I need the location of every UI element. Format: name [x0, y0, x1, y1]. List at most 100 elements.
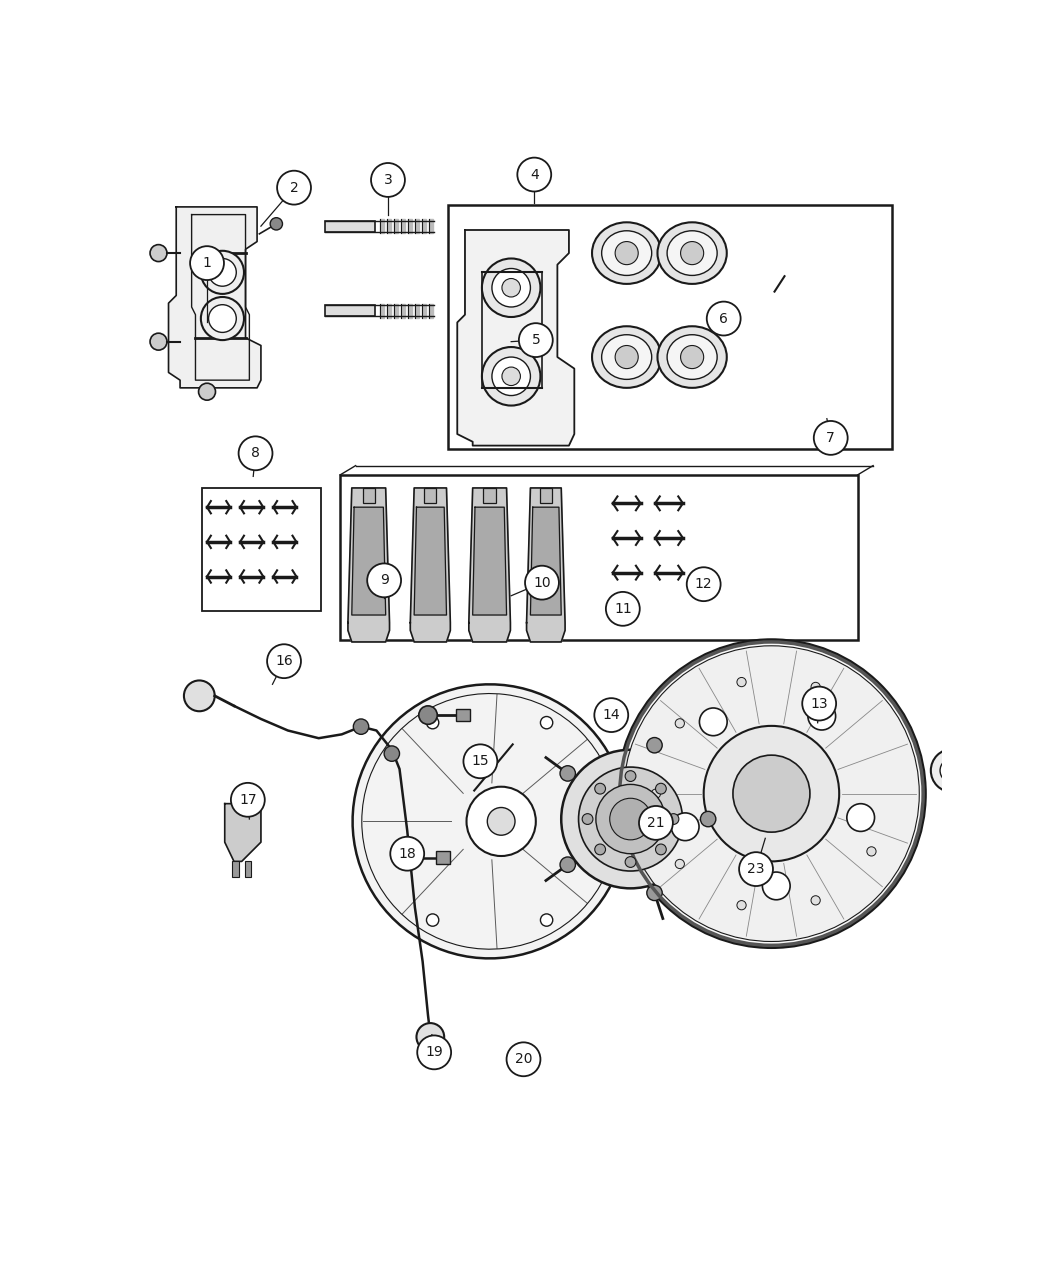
Polygon shape: [401, 219, 405, 233]
Bar: [448, 205, 892, 450]
Polygon shape: [414, 507, 446, 615]
Text: 7: 7: [826, 431, 835, 445]
Polygon shape: [978, 782, 994, 797]
Circle shape: [579, 768, 682, 871]
Ellipse shape: [602, 231, 652, 275]
Ellipse shape: [667, 335, 717, 380]
Circle shape: [371, 163, 405, 196]
Circle shape: [617, 640, 925, 947]
Text: 20: 20: [514, 1052, 532, 1066]
Circle shape: [624, 646, 920, 941]
Circle shape: [811, 896, 820, 905]
Circle shape: [704, 725, 839, 862]
Circle shape: [184, 681, 215, 711]
Circle shape: [487, 807, 514, 835]
Text: 16: 16: [275, 654, 293, 668]
Ellipse shape: [657, 222, 727, 284]
Circle shape: [737, 677, 747, 687]
Bar: [324, 306, 375, 316]
Polygon shape: [408, 219, 412, 233]
Circle shape: [940, 759, 965, 783]
Polygon shape: [527, 488, 565, 641]
Text: 13: 13: [811, 696, 828, 710]
Circle shape: [541, 717, 552, 729]
Polygon shape: [422, 219, 425, 233]
Circle shape: [671, 813, 699, 840]
Bar: [456, 709, 469, 722]
Circle shape: [582, 813, 593, 825]
Polygon shape: [353, 685, 614, 959]
Text: 17: 17: [239, 793, 256, 807]
Text: 18: 18: [398, 847, 416, 861]
Polygon shape: [168, 207, 260, 388]
Text: 2: 2: [290, 181, 298, 195]
Circle shape: [525, 566, 559, 599]
Text: 19: 19: [425, 1046, 443, 1060]
Polygon shape: [530, 507, 561, 615]
Circle shape: [655, 783, 667, 794]
Circle shape: [739, 852, 773, 886]
Polygon shape: [387, 303, 391, 317]
Circle shape: [190, 246, 224, 280]
Circle shape: [639, 806, 673, 840]
Circle shape: [150, 333, 167, 351]
Circle shape: [562, 750, 700, 889]
Circle shape: [560, 766, 575, 782]
Polygon shape: [458, 230, 574, 445]
Polygon shape: [986, 782, 1003, 797]
Circle shape: [198, 384, 215, 400]
Ellipse shape: [592, 326, 662, 388]
Circle shape: [847, 803, 875, 831]
Circle shape: [647, 737, 663, 754]
Circle shape: [733, 755, 810, 833]
Polygon shape: [422, 303, 425, 317]
Circle shape: [417, 1035, 452, 1070]
Text: 10: 10: [533, 575, 551, 589]
Circle shape: [680, 241, 704, 265]
Text: 23: 23: [748, 862, 764, 876]
Circle shape: [675, 859, 685, 868]
Bar: [437, 852, 450, 863]
Circle shape: [700, 811, 716, 826]
Circle shape: [655, 844, 667, 854]
Bar: [245, 862, 251, 877]
Circle shape: [625, 857, 636, 867]
Text: 21: 21: [647, 816, 665, 830]
Circle shape: [737, 900, 747, 910]
Polygon shape: [428, 219, 433, 233]
Text: 3: 3: [383, 173, 393, 187]
Text: 9: 9: [380, 574, 388, 588]
Text: 5: 5: [531, 333, 540, 347]
Polygon shape: [394, 219, 398, 233]
Circle shape: [699, 708, 728, 736]
Circle shape: [466, 787, 536, 856]
Circle shape: [675, 719, 685, 728]
Circle shape: [267, 644, 301, 678]
Circle shape: [596, 784, 666, 854]
Polygon shape: [408, 303, 412, 317]
Circle shape: [668, 813, 679, 825]
Polygon shape: [411, 488, 450, 641]
Circle shape: [502, 278, 521, 297]
Text: 12: 12: [695, 578, 713, 592]
Circle shape: [606, 592, 639, 626]
Polygon shape: [994, 768, 1012, 782]
Circle shape: [687, 567, 720, 601]
Circle shape: [802, 687, 836, 720]
Circle shape: [482, 347, 541, 405]
Circle shape: [594, 844, 606, 854]
Bar: [340, 474, 858, 640]
Circle shape: [594, 699, 628, 732]
Circle shape: [491, 357, 530, 395]
Circle shape: [201, 251, 244, 295]
Polygon shape: [352, 507, 385, 615]
Circle shape: [417, 1023, 444, 1051]
Circle shape: [426, 914, 439, 926]
Circle shape: [231, 783, 265, 817]
Circle shape: [391, 836, 424, 871]
Polygon shape: [401, 303, 405, 317]
Circle shape: [615, 241, 638, 265]
Circle shape: [680, 346, 704, 368]
Bar: [540, 488, 552, 504]
Circle shape: [209, 259, 236, 286]
